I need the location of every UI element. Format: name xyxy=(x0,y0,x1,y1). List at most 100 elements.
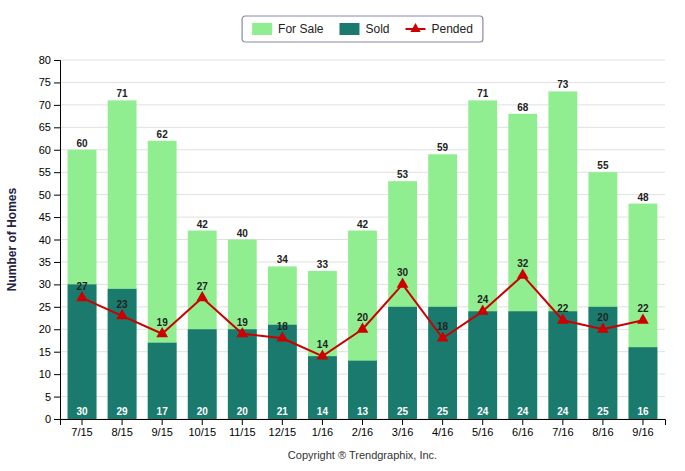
data-label: 18 xyxy=(277,321,289,332)
bar xyxy=(629,347,658,419)
line xyxy=(82,275,643,356)
bar xyxy=(508,114,537,419)
legend-swatch xyxy=(252,23,272,35)
bar xyxy=(308,271,337,419)
data-label: 17 xyxy=(157,406,169,417)
tick: 5 xyxy=(45,391,60,403)
tick-mark xyxy=(402,419,403,425)
tick-mark xyxy=(482,419,483,425)
marker xyxy=(236,327,248,337)
tick-mark xyxy=(82,419,83,425)
legend: For SaleSoldPended xyxy=(242,16,483,42)
data-label: 68 xyxy=(517,102,529,113)
tick-mark xyxy=(54,105,60,106)
tick-mark xyxy=(54,397,60,398)
data-label: 40 xyxy=(237,228,249,239)
marker xyxy=(517,269,529,279)
tick: 75 xyxy=(39,76,60,88)
tick: 0 xyxy=(45,413,60,425)
marker xyxy=(357,322,369,332)
tick: 7/16 xyxy=(552,419,573,438)
data-label: 16 xyxy=(637,406,649,417)
tick-mark xyxy=(54,127,60,128)
legend-frame xyxy=(242,16,483,42)
marks xyxy=(68,91,658,419)
tick-label: 11/15 xyxy=(229,426,256,438)
tick-label: 5 xyxy=(45,391,51,403)
legend-label: For Sale xyxy=(278,22,324,36)
marker xyxy=(597,322,609,332)
bar xyxy=(388,307,417,419)
tick: 8/15 xyxy=(111,419,132,438)
tick-label: 60 xyxy=(39,144,51,156)
tick: 11/15 xyxy=(229,419,256,438)
tick-label: 0 xyxy=(45,413,51,425)
tick-mark xyxy=(362,419,363,425)
tick: 50 xyxy=(39,189,60,201)
tick: 80 xyxy=(39,54,60,66)
data-label: 48 xyxy=(637,192,649,203)
data-label: 18 xyxy=(437,321,449,332)
bar xyxy=(228,329,257,419)
tick-label: 9/16 xyxy=(632,426,653,438)
tick: 60 xyxy=(39,144,60,156)
data-label: 59 xyxy=(437,142,449,153)
marker xyxy=(156,327,168,337)
tick: 9/16 xyxy=(632,419,653,438)
marker xyxy=(76,291,88,301)
marker xyxy=(116,309,128,319)
tick: 7/15 xyxy=(71,419,92,438)
data-label: 23 xyxy=(117,299,129,310)
tick-label: 3/16 xyxy=(392,426,413,438)
data-label: 19 xyxy=(157,317,169,328)
data-label: 24 xyxy=(517,406,529,417)
tick-mark xyxy=(54,352,60,353)
tick-mark xyxy=(202,419,203,425)
marker xyxy=(637,313,649,323)
bar xyxy=(468,100,497,419)
marker xyxy=(477,305,489,315)
tick: 5/16 xyxy=(472,419,493,438)
tick: 8/16 xyxy=(592,419,613,438)
tick: 20 xyxy=(39,323,60,335)
data-label: 25 xyxy=(597,406,609,417)
tick-label: 70 xyxy=(39,99,51,111)
tick-label: 15 xyxy=(39,346,51,358)
tick-mark xyxy=(54,60,60,61)
bar xyxy=(629,204,658,419)
tick: 30 xyxy=(39,278,60,290)
data-label: 24 xyxy=(477,294,489,305)
bar xyxy=(268,325,297,419)
tick-mark xyxy=(54,374,60,375)
tick-label: 80 xyxy=(39,54,51,66)
bar-series xyxy=(68,91,658,419)
data-label: 20 xyxy=(197,406,209,417)
tick: 15 xyxy=(39,346,60,358)
bar xyxy=(428,154,457,419)
marker xyxy=(276,331,288,341)
tick: 70 xyxy=(39,99,60,111)
marker xyxy=(437,331,449,341)
bar xyxy=(588,172,617,419)
tick: 2/16 xyxy=(352,419,373,438)
data-label: 42 xyxy=(197,219,209,230)
tick-mark xyxy=(54,307,60,308)
marker xyxy=(196,291,208,301)
tick-label: 35 xyxy=(39,256,51,268)
axis-line xyxy=(54,61,61,420)
tick-mark xyxy=(642,419,643,425)
data-label: 27 xyxy=(76,281,88,292)
tick-mark xyxy=(562,419,563,425)
data-labels: 6071624240343342535971687355483029172020… xyxy=(76,79,648,417)
legend-item: Sold xyxy=(339,22,389,36)
tick-mark xyxy=(54,284,60,285)
tick: 55 xyxy=(39,166,60,178)
bar xyxy=(308,356,337,419)
y-axis-title: Number of Homes xyxy=(5,188,19,292)
bar xyxy=(188,329,217,419)
tick-label: 25 xyxy=(39,301,51,313)
tick-mark xyxy=(54,419,60,420)
x-axis: 7/158/159/1510/1511/1512/151/162/163/164… xyxy=(61,419,666,438)
data-label: 24 xyxy=(477,406,489,417)
data-label: 71 xyxy=(117,88,129,99)
